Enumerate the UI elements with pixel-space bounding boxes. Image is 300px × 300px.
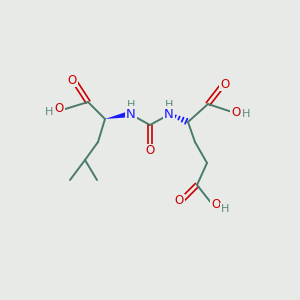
Text: H: H: [165, 100, 173, 110]
Text: H: H: [45, 107, 53, 117]
Text: N: N: [164, 107, 174, 121]
Text: H: H: [221, 204, 229, 214]
Text: O: O: [212, 197, 220, 211]
Text: O: O: [174, 194, 184, 208]
Text: H: H: [127, 100, 135, 110]
Text: H: H: [242, 109, 250, 119]
Text: O: O: [220, 77, 230, 91]
Text: O: O: [146, 145, 154, 158]
Text: O: O: [68, 74, 76, 86]
Text: O: O: [231, 106, 241, 118]
Text: O: O: [54, 103, 64, 116]
Polygon shape: [105, 111, 130, 119]
Text: N: N: [126, 107, 136, 121]
